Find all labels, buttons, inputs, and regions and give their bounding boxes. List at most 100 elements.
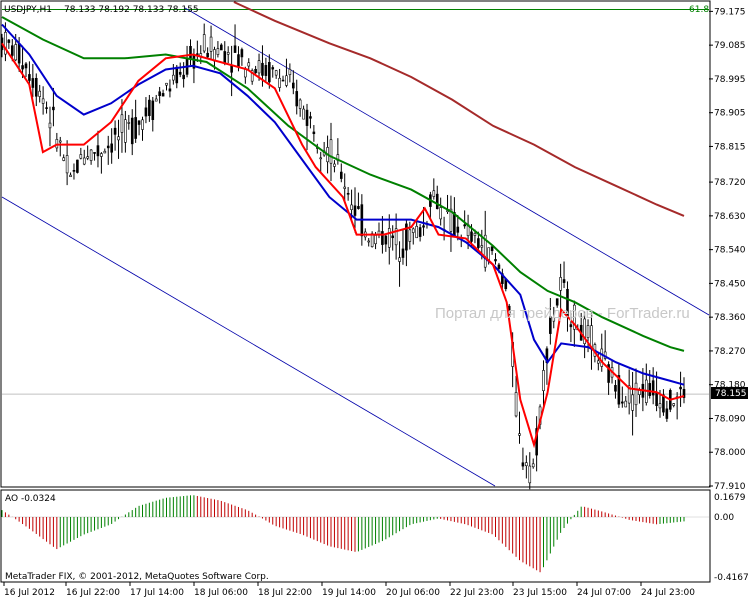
candle-body: [405, 223, 408, 251]
candle-body: [391, 235, 394, 239]
candle-body: [586, 325, 590, 338]
candle-body: [240, 49, 244, 58]
candle-body: [305, 109, 309, 126]
candle-body: [113, 127, 117, 135]
time-tick-label: 22 Jul 23:00: [450, 588, 504, 598]
candle-body: [531, 463, 535, 468]
candle-body: [130, 117, 134, 145]
candle-body: [48, 122, 52, 129]
candle-body: [333, 163, 336, 167]
candle-body: [343, 186, 347, 189]
candle-body: [72, 170, 76, 172]
candle-body: [435, 193, 439, 210]
candle-body: [103, 150, 107, 154]
price-axis: 79.175 79.085 78.995 78.905 78.815 78.720 78.6…: [709, 7, 746, 492]
candle-body: [134, 117, 137, 139]
price-tick-label: 78.000: [714, 448, 746, 458]
candle-body: [600, 348, 604, 367]
candle-body: [223, 51, 227, 64]
candle-body: [96, 145, 100, 157]
candle-body: [309, 116, 312, 119]
candle-body: [401, 248, 405, 258]
candle-body: [463, 224, 466, 227]
candle-body: [298, 99, 302, 109]
candle-body: [384, 235, 388, 245]
candle-body: [480, 245, 484, 248]
candle-body: [288, 68, 292, 75]
header-symbol: USDJPY,H1: [4, 5, 52, 15]
price-tick-label: 78.180: [714, 381, 746, 391]
candle-body: [271, 67, 275, 70]
candle-body: [274, 70, 278, 76]
candle-body: [79, 154, 83, 159]
time-tick-label: 18 Jul 22:00: [258, 588, 312, 598]
time-tick-label: 19 Jul 14:00: [322, 588, 376, 598]
candle-body: [82, 157, 86, 165]
price-tick-label: 78.450: [714, 279, 746, 289]
candle-body: [17, 43, 21, 64]
candle-body: [514, 392, 518, 417]
candle-body: [247, 62, 251, 67]
candle-body: [439, 207, 442, 220]
candle-body: [292, 82, 295, 89]
candle-body: [237, 54, 240, 67]
candle-body: [127, 122, 131, 124]
candle-body: [418, 227, 422, 237]
candle-body: [453, 212, 456, 237]
candle-body: [100, 153, 103, 157]
ao-tick-bottom: -0.4167: [714, 573, 749, 583]
candle-body: [233, 45, 237, 53]
price-tick-label: 78.540: [714, 246, 746, 256]
watermark: Портал для трейдеров - ForTrader.ru: [435, 305, 690, 322]
time-tick-label: 18 Jul 06:00: [194, 588, 248, 598]
candle-body: [124, 119, 127, 143]
candle-body: [490, 246, 494, 252]
candle-body: [357, 206, 360, 209]
candle-body: [281, 79, 285, 82]
candle-body: [367, 240, 371, 243]
candle-body: [432, 190, 436, 197]
candle-body: [14, 44, 18, 61]
candle-body: [189, 46, 192, 59]
candle-body: [555, 298, 559, 306]
candle-body: [346, 192, 350, 195]
ao-tick-top: 0.1679: [714, 493, 746, 503]
price-tick-label: 78.360: [714, 313, 746, 323]
time-tick-label: 16 Jul 2012: [4, 588, 55, 598]
candle-body: [477, 238, 480, 248]
candle-body: [206, 52, 209, 58]
candle-body: [76, 159, 79, 173]
candle-body: [387, 228, 391, 248]
candle-body: [617, 375, 621, 405]
candle-body: [257, 60, 261, 74]
candle-body: [202, 34, 206, 52]
candle-body: [117, 136, 120, 141]
candle-body: [144, 107, 148, 117]
main-plot: [0, 1, 710, 490]
candle-body: [583, 318, 586, 344]
candle-body: [302, 108, 305, 120]
ma-mid-line: [1, 23, 685, 386]
candle-body: [106, 145, 110, 149]
time-tick-label: 24 Jul 07:00: [577, 588, 631, 598]
time-tick-label: 24 Jul 23:00: [641, 588, 695, 598]
price-tick-label: 78.270: [714, 347, 746, 357]
candle-body: [178, 71, 182, 75]
candle-body: [494, 259, 497, 262]
price-tick-label: 78.815: [714, 142, 746, 152]
candle-body: [339, 171, 343, 179]
candle-body: [381, 231, 384, 245]
candle-body: [182, 74, 185, 80]
candle-body: [295, 91, 299, 107]
candle-body: [394, 228, 398, 246]
candle-body: [141, 119, 144, 130]
candle-body: [329, 139, 333, 164]
candle-body: [573, 304, 576, 330]
candle-body: [621, 401, 624, 404]
candle-body: [350, 204, 353, 210]
candle-body: [569, 324, 573, 328]
candle-body: [521, 462, 525, 467]
candle-body: [244, 68, 247, 78]
ao-panel: [0, 489, 711, 583]
